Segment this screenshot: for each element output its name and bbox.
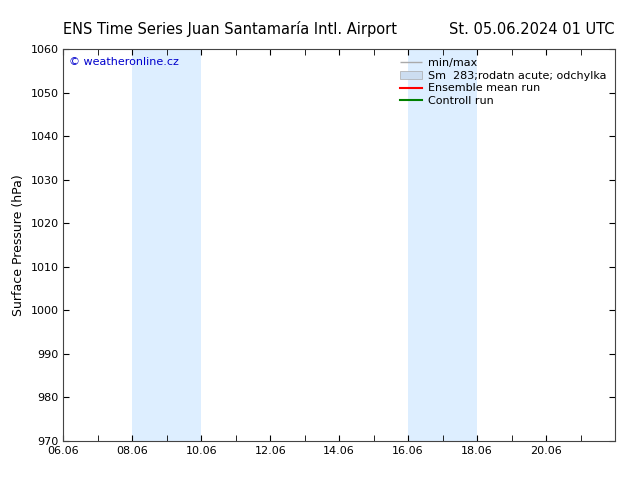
Bar: [408, 49, 477, 441]
Text: ENS Time Series Juan Santamaría Intl. Airport: ENS Time Series Juan Santamaría Intl. Ai…: [63, 21, 398, 37]
Text: St. 05.06.2024 01 UTC: St. 05.06.2024 01 UTC: [450, 22, 615, 37]
Text: © weatheronline.cz: © weatheronline.cz: [69, 57, 179, 67]
Y-axis label: Surface Pressure (hPa): Surface Pressure (hPa): [12, 174, 25, 316]
Bar: [133, 49, 202, 441]
Legend: min/max, Sm  283;rodatn acute; odchylka, Ensemble mean run, Controll run: min/max, Sm 283;rodatn acute; odchylka, …: [396, 54, 609, 110]
